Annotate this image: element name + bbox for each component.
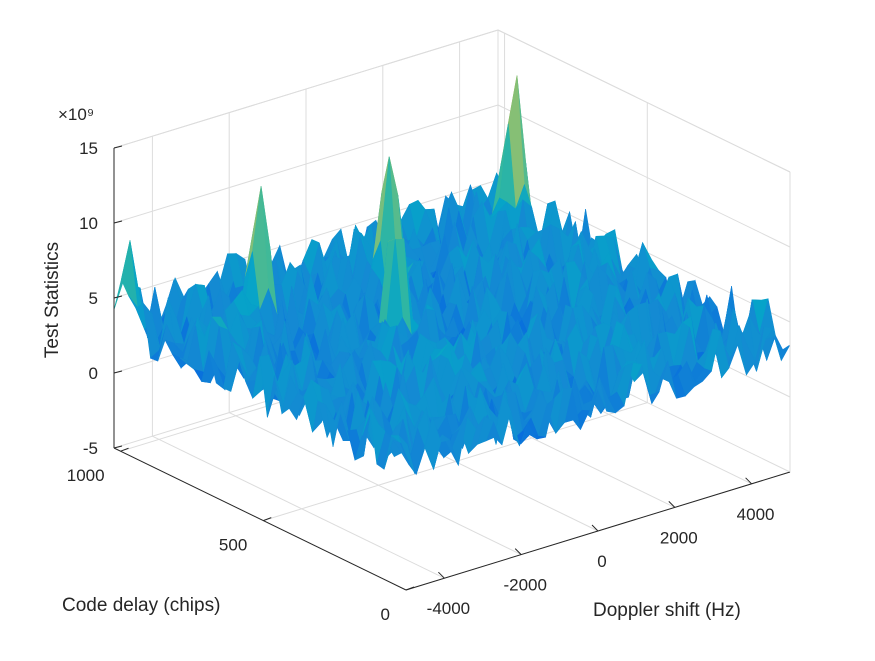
box-edge <box>497 29 791 173</box>
z-exponent-label: ×10⁹ <box>58 105 94 124</box>
x-tick-mark <box>668 501 676 508</box>
z-tick-label: 5 <box>89 289 98 308</box>
grid-line <box>152 435 445 579</box>
x-tick-label: -4000 <box>427 599 470 618</box>
y-axis-line <box>113 447 407 591</box>
x-tick-mark <box>591 524 599 532</box>
z-tick-mark <box>113 145 123 149</box>
z-tick-mark <box>113 295 123 299</box>
x-tick-label: 0 <box>597 552 606 571</box>
x-tick-mark <box>514 548 522 555</box>
y-tick-mark <box>263 517 272 522</box>
x-tick-label: 4000 <box>737 505 775 524</box>
y-tick-label: 0 <box>381 605 390 624</box>
x-tick-label: -2000 <box>503 576 546 595</box>
z-axis-label: Test Statistics <box>42 242 63 358</box>
y-tick-mark <box>405 586 415 591</box>
z-tick-label: 0 <box>89 364 98 383</box>
z-tick-mark <box>113 445 123 449</box>
z-tick-label: 15 <box>79 139 98 158</box>
z-tick-mark <box>113 370 123 374</box>
x-tick-label: 2000 <box>660 528 698 547</box>
z-tick-label: 10 <box>79 214 98 233</box>
surface-patch <box>398 435 415 474</box>
axis-edges <box>113 145 791 591</box>
y-tick-mark <box>120 447 129 452</box>
box-edge <box>113 29 499 149</box>
y-axis-label: Code delay (chips) <box>62 595 220 616</box>
tick-labels: -5 0 5 10 15 -4000 -2000 0 2000 4000 0 500 1000 <box>67 139 775 624</box>
z-tick-label: -5 <box>83 439 98 458</box>
grid-line <box>497 104 791 248</box>
x-tick-mark <box>745 477 752 485</box>
grid-line <box>228 412 522 556</box>
surface-patch <box>773 335 791 362</box>
x-tick-mark <box>438 571 445 579</box>
x-axis-label: Doppler shift (Hz) <box>593 600 741 621</box>
y-tick-label: 500 <box>219 536 247 555</box>
surface-layer <box>113 75 791 476</box>
z-tick-mark <box>113 220 123 224</box>
y-tick-label: 1000 <box>67 466 105 485</box>
